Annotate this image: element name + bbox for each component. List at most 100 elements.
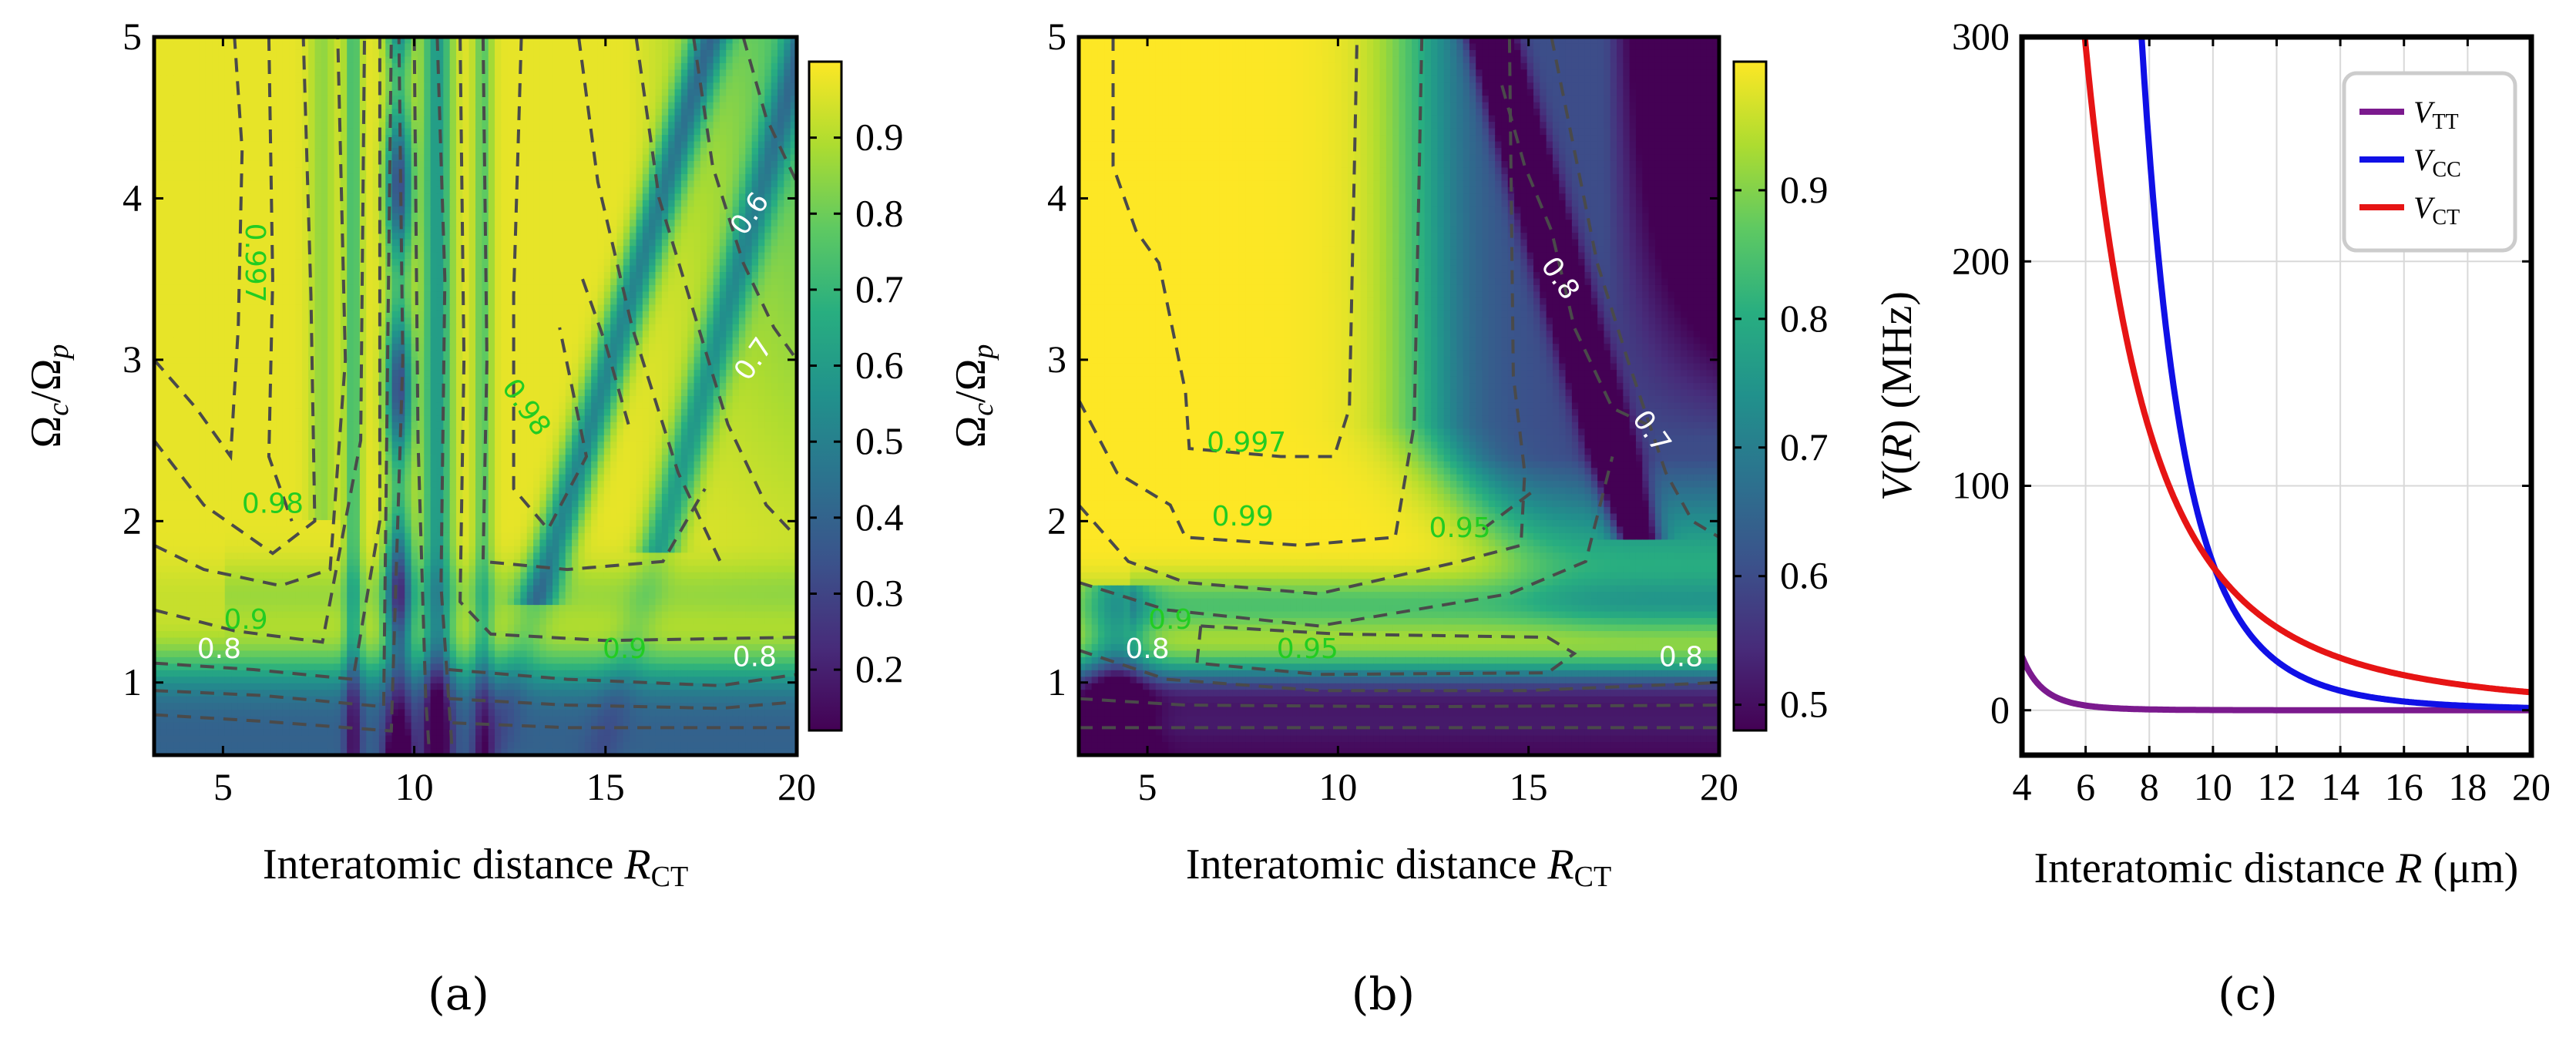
x-tick-label: 10 [2194, 765, 2232, 808]
contour-line [1079, 37, 1526, 596]
y-axis-label-c: V(R) (MHz) [1873, 291, 1921, 501]
contour-line [634, 37, 797, 539]
lines-c [2022, 37, 2531, 714]
colorbar-tick-label: 0.9 [1780, 168, 1829, 211]
x-tick-label: 8 [2140, 765, 2159, 808]
y-tick-label: 300 [1952, 15, 2010, 58]
series-line-v-tt [2022, 655, 2531, 714]
contour-line [154, 37, 381, 681]
colorbar-tick-label: 0.7 [855, 267, 904, 311]
colorbar-tick-label: 0.5 [855, 419, 904, 462]
heatmap-a [154, 37, 797, 755]
colorbar-b: 0.5 0.6 0.7 0.8 0.9 [1732, 60, 1829, 732]
colorbar-a: 0.2 0.3 0.4 0.5 0.6 0.7 0.8 0.9 [808, 60, 904, 732]
colorbar-tick-label: 0.4 [855, 495, 904, 539]
contours-b [1079, 37, 1719, 730]
contour-line [452, 721, 797, 730]
colorbar-tick-label: 0.8 [1780, 297, 1829, 340]
x-tick-label: 12 [2258, 765, 2296, 808]
contour-label: 0.8 [1125, 633, 1169, 665]
x-axis-label-a: Interatomic distance RCT [263, 841, 688, 893]
x-tick-label: 5 [1138, 765, 1157, 808]
y-tick-label: 2 [123, 499, 142, 542]
y-axis-label-b: Ωc/Ωp [947, 344, 999, 448]
y-tick-label: 100 [1952, 464, 2010, 507]
contour-label: 0.8 [1659, 641, 1703, 673]
legend-label: VCT [2413, 190, 2460, 230]
y-tick-label: 3 [123, 337, 142, 381]
colorbar-tick-label: 0.3 [855, 571, 904, 614]
contour-label: 0.98 [242, 488, 304, 519]
x-axis-label-b: Interatomic distance RCT [1186, 841, 1611, 893]
colorbar [808, 60, 843, 732]
legend-label: VCC [2413, 143, 2461, 182]
contour-line [267, 37, 294, 522]
x-tick-label: 20 [778, 765, 816, 808]
y-tick-label: 4 [123, 176, 142, 219]
y-tick-label: 5 [1047, 15, 1066, 58]
x-tick-label: 15 [1510, 765, 1548, 808]
x-tick-label: 10 [1318, 765, 1357, 808]
legend-label: VTT [2413, 95, 2459, 134]
y-tick-label: 2 [1047, 499, 1066, 542]
contour-line [692, 37, 797, 361]
contour-line [154, 37, 244, 462]
contour-line [154, 37, 393, 709]
contour-line [154, 37, 405, 733]
x-tick-label: 18 [2448, 765, 2487, 808]
contour-line [1195, 624, 1577, 677]
panel-label-c: (c) [2218, 968, 2278, 1020]
x-axis-label-c: Interatomic distance R (μm) [2034, 844, 2519, 892]
plot-frame-a [152, 35, 799, 757]
contour-line [577, 37, 722, 562]
x-tick-label: 10 [395, 765, 434, 808]
x-tick-label: 16 [2385, 765, 2423, 808]
contour-label: 0.997 [1207, 427, 1286, 458]
colorbar-tick-label: 0.6 [1780, 554, 1829, 597]
colorbar [1732, 60, 1768, 732]
contour-line [1111, 37, 1359, 458]
y-tick-label: 5 [123, 15, 142, 58]
y-tick-label: 200 [1952, 239, 2010, 282]
y-tick-label: 1 [123, 660, 142, 703]
contour-label: 0.9 [223, 604, 267, 636]
contour-line [1079, 649, 1719, 693]
panel-label-a: (a) [428, 968, 489, 1020]
contour-line [741, 37, 797, 183]
colorbar-tick-label: 0.7 [1780, 425, 1829, 468]
contour-line [154, 37, 366, 644]
colorbar-tick-label: 0.8 [855, 191, 904, 234]
series-line-v-cc [2138, 37, 2531, 711]
contour-line [1079, 37, 1424, 547]
contour-line [1079, 697, 1719, 709]
contour-line [1482, 487, 1537, 531]
contour-line [154, 37, 317, 556]
legend-c: VTT VCC VCT [2342, 71, 2517, 253]
contour-line [1500, 85, 1647, 426]
contour-line [448, 697, 797, 710]
contour-label: 0.95 [1277, 633, 1338, 665]
contour-label: 0.9 [603, 633, 647, 665]
plot-frame-b [1076, 35, 1721, 757]
ticks-a: 5 10 15 20 1 2 3 4 5 [123, 15, 816, 808]
x-tick-label: 14 [2321, 765, 2359, 808]
x-tick-label: 15 [586, 765, 625, 808]
contour-line [458, 37, 797, 643]
colorbar-tick-label: 0.6 [855, 344, 904, 387]
contour-line [481, 37, 707, 572]
contour-label: 0.99 [1212, 501, 1274, 532]
contour-line [448, 668, 797, 687]
y-tick-label: 0 [1990, 688, 2010, 731]
ticks-b: 5 10 15 20 1 2 3 4 5 [1047, 15, 1738, 808]
colorbar-tick-label: 0.5 [1780, 683, 1829, 726]
contour-line [581, 278, 630, 425]
x-tick-label: 20 [2512, 765, 2551, 808]
y-tick-label: 3 [1047, 337, 1066, 381]
x-tick-label: 6 [2076, 765, 2095, 808]
contour-label: 0.9 [1148, 604, 1192, 636]
heatmap-b [1079, 37, 1719, 755]
